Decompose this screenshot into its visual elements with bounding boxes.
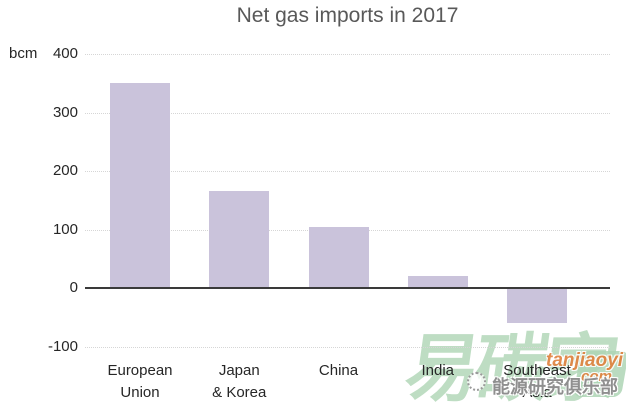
x-axis-zero-line (85, 287, 610, 289)
bar-southeast-asia (507, 288, 567, 324)
watermark-club-text: 能源研究俱乐部 (492, 377, 618, 397)
y-tick-label: 400 (52, 45, 78, 62)
x-category-label: Japan & Korea (212, 362, 267, 401)
watermark-logo-icon (467, 372, 486, 391)
y-tick-label: -100 (47, 337, 78, 355)
x-category-label: European Union (107, 362, 173, 401)
bar-japan-&-korea (209, 191, 270, 288)
y-tick-label: 300 (52, 103, 78, 121)
chart-title: Net gas imports in 2017 (236, 4, 459, 27)
y-axis-unit-label: bcm (9, 45, 38, 62)
gridline--100 (85, 346, 610, 348)
y-tick-label: 100 (52, 220, 78, 238)
x-category-label: India (421, 362, 455, 379)
bar-european-union (110, 83, 170, 288)
y-tick-label: 200 (52, 162, 78, 179)
bar-china (308, 226, 369, 288)
gridline-400 (85, 54, 610, 55)
watermark-domain-tld: .com (577, 368, 613, 385)
watermark-domain-text: tanjiaoyi (546, 350, 624, 371)
y-tick-label: 0 (69, 279, 78, 296)
gridline-300 (85, 112, 610, 114)
x-category-label: Southeast Asia (503, 362, 571, 401)
x-category-label: China (318, 362, 359, 379)
bar-india (407, 276, 468, 288)
gridline-200 (85, 171, 610, 172)
